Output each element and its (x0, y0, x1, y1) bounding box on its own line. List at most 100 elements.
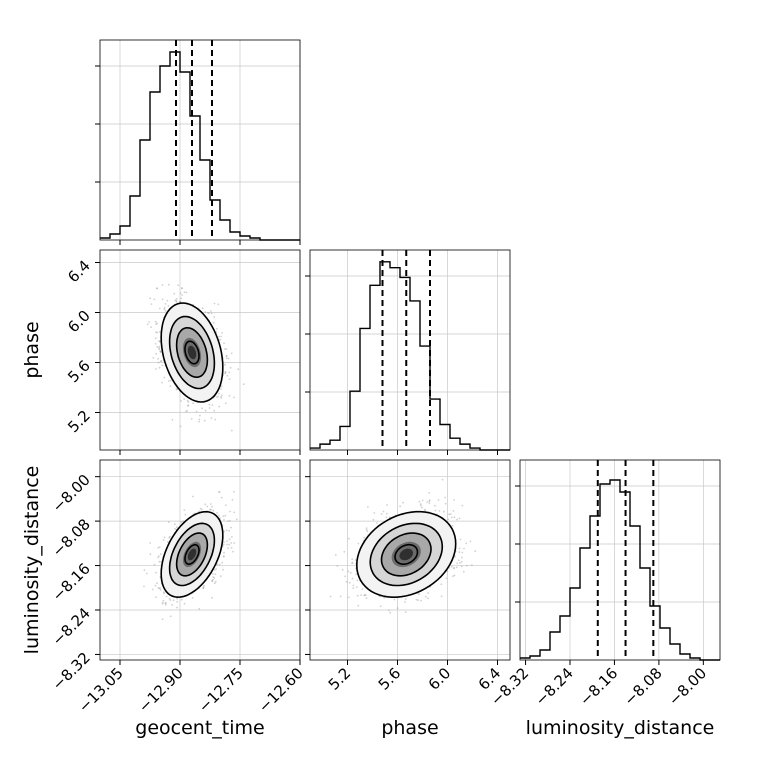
sample-point (219, 575, 222, 578)
sample-point (204, 409, 207, 412)
sample-point (157, 361, 160, 364)
sample-point (228, 543, 231, 546)
sample-point (181, 287, 183, 289)
sample-point (382, 510, 385, 513)
sample-point (229, 520, 231, 522)
sample-point (213, 409, 216, 412)
sample-point (156, 287, 159, 290)
sample-point (169, 599, 172, 601)
sample-point (158, 560, 161, 563)
sample-point (159, 360, 162, 363)
sample-point (165, 595, 168, 598)
sample-point (158, 331, 161, 333)
sample-point (179, 425, 182, 428)
sample-point (426, 501, 429, 503)
sample-point (356, 594, 359, 597)
sample-point (224, 372, 227, 375)
sample-point (222, 568, 224, 571)
sample-point (216, 327, 218, 330)
y-tick-label: 5.2 (64, 407, 94, 437)
sample-point (211, 596, 213, 599)
sample-point (215, 568, 218, 570)
sample-point (228, 538, 231, 541)
sample-point (159, 340, 161, 343)
sample-point (214, 573, 217, 576)
sample-point (149, 297, 152, 300)
sample-point (237, 368, 240, 371)
sample-point (461, 504, 464, 507)
sample-point (218, 392, 220, 395)
sample-point (204, 503, 207, 506)
sample-point (155, 368, 157, 370)
sample-point (163, 306, 166, 309)
sample-point (424, 595, 427, 598)
sample-point (389, 611, 392, 614)
sample-point (404, 611, 407, 613)
sample-point (166, 299, 169, 302)
sample-point (212, 321, 215, 324)
sample-point (167, 304, 170, 307)
sample-point (347, 570, 350, 573)
sample-point (434, 509, 437, 512)
sample-point (201, 407, 203, 410)
y-axis-label-luminosity_distance: luminosity_distance (21, 466, 43, 655)
sample-point (228, 394, 231, 397)
sample-point (176, 526, 178, 529)
sample-point (218, 514, 220, 517)
density-fill (187, 345, 197, 360)
sample-point (461, 551, 464, 554)
sample-point (165, 601, 167, 604)
sample-point (229, 510, 231, 513)
x-axis-label-phase: phase (381, 717, 438, 739)
sample-point (198, 607, 201, 610)
sample-point (159, 350, 162, 353)
sample-point (191, 597, 194, 599)
sample-point (220, 396, 223, 398)
sample-point (363, 536, 366, 539)
sample-point (453, 574, 456, 577)
sample-point (155, 323, 158, 325)
sample-point (175, 388, 178, 391)
sample-point (167, 521, 170, 523)
sample-point (360, 594, 362, 596)
sample-point (210, 417, 213, 419)
sample-point (195, 410, 198, 413)
sample-point (153, 298, 156, 301)
panel-luminosity_distance-vs-phase: 5.2 5.6 6.0 6.4 (305, 459, 511, 694)
sample-point (149, 553, 152, 556)
sample-point (186, 409, 189, 412)
y-axis-label-phase: phase (21, 321, 43, 378)
contour-line (184, 340, 200, 365)
sample-point (175, 297, 178, 300)
sample-point (440, 583, 443, 586)
panel-frame (309, 249, 511, 451)
y-tick-label: −8.16 (49, 560, 94, 605)
sample-point (216, 563, 219, 565)
panel-luminosity_distance-hist: −8.32 −8.24 −8.16 −8.08 −8.00 (487, 459, 721, 709)
sample-point (451, 524, 454, 527)
sample-point (421, 499, 424, 502)
sample-point (167, 380, 170, 382)
sample-point (380, 513, 383, 515)
sample-point (143, 585, 145, 588)
panel-frame (99, 39, 301, 241)
sample-point (357, 542, 360, 545)
panel-luminosity_distance-vs-geocent_time: −13.05 −12.90 −12.75 −12.60−8.32−8.24−8.16−… (49, 459, 307, 716)
sample-point (215, 396, 218, 398)
sample-point (460, 565, 463, 568)
sample-point (177, 284, 180, 286)
sample-point (399, 505, 401, 508)
contour-line (175, 327, 209, 378)
histogram-step (310, 261, 510, 451)
sample-point (163, 308, 166, 311)
y-tick-label: −8.24 (49, 604, 94, 649)
sample-point (352, 584, 355, 587)
sample-point (161, 284, 164, 286)
sample-point (442, 510, 445, 513)
sample-point (233, 542, 236, 544)
sample-point (458, 517, 461, 520)
sample-point (213, 577, 216, 579)
sample-point (223, 342, 225, 345)
sample-point (347, 537, 350, 540)
sample-point (210, 312, 213, 315)
